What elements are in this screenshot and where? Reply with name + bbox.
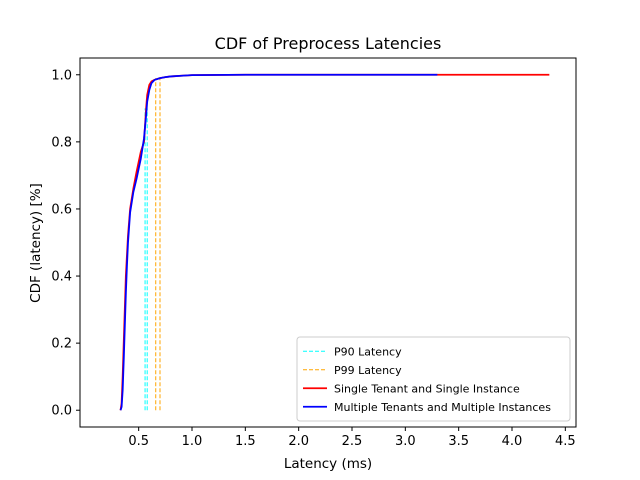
x-tick-label: 4.0 [502, 434, 523, 449]
legend-label: P90 Latency [334, 345, 402, 358]
y-tick-label: 1.0 [51, 68, 72, 83]
y-tick-label: 0.2 [51, 337, 72, 352]
x-tick-label: 1.5 [235, 434, 256, 449]
multiple-tenants-and-multiple-instances-curve [119, 73, 438, 411]
legend-label: P99 Latency [334, 364, 402, 377]
axes: 0.5 1.0 1.5 2.0 2.5 3.0 3.5 4.0 4.5 0.0 0.2 0.4 0.6 0… [51, 57, 577, 449]
x-tick-label: 0.5 [128, 434, 149, 449]
x-tick-label: 3.0 [395, 434, 416, 449]
y-axis-label: CDF (latency) [%] [28, 183, 44, 303]
chart-title: CDF of Preprocess Latencies [215, 34, 442, 53]
legend-label: Multiple Tenants and Multiple Instances [334, 401, 551, 414]
x-tick-label: 3.5 [448, 434, 469, 449]
x-tick-label: 2.0 [288, 434, 309, 449]
y-tick-label: 0.4 [51, 270, 72, 285]
plot-area [119, 73, 550, 411]
x-tick-label: 2.5 [342, 434, 363, 449]
y-tick-label: 0.6 [51, 202, 72, 217]
legend-label: Single Tenant and Single Instance [334, 382, 520, 395]
x-axis-label: Latency (ms) [284, 456, 372, 472]
y-tick-label: 0.0 [51, 404, 72, 419]
plot-frame [79, 57, 577, 428]
x-tick-label: 1.0 [182, 434, 203, 449]
x-tick-label: 4.5 [555, 434, 576, 449]
legend-box [296, 336, 571, 422]
y-tick-label: 0.8 [51, 135, 72, 150]
legend: P90 Latency P99 Latency Single Tenant and … [296, 336, 571, 422]
